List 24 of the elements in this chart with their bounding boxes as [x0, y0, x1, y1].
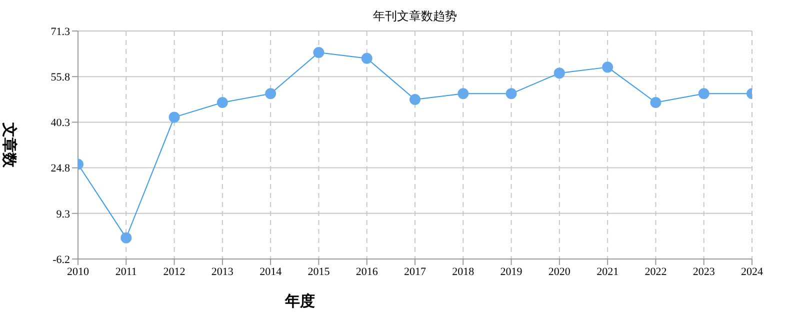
chart-title: 年刊文章数趋势 [372, 8, 458, 25]
y-tick-label: 55.8 [50, 72, 70, 84]
x-tick-label: 2021 [596, 266, 619, 278]
x-tick-label: 2017 [404, 266, 426, 278]
x-tick-label: 2016 [356, 266, 378, 278]
x-tick-label: 2020 [548, 266, 571, 278]
y-tick-label: 40.3 [50, 117, 70, 130]
y-tick-label: 9.3 [56, 208, 70, 220]
x-tick-label: 2010 [67, 266, 90, 278]
x-tick-label: 2014 [260, 266, 282, 278]
y-tick-label: 71.3 [50, 26, 70, 38]
x-tick-label: 2019 [500, 266, 523, 278]
y-tick-label: -6.2 [52, 254, 70, 266]
x-tick-label: 2024 [741, 266, 764, 278]
x-tick-label: 2022 [644, 266, 667, 278]
x-tick-label: 2011 [115, 266, 137, 278]
y-axis-title: 文章数 [0, 122, 19, 168]
x-tick-label: 2015 [308, 266, 330, 278]
x-tick-label: 2023 [692, 266, 716, 278]
x-tick-label: 2012 [163, 266, 186, 278]
y-tick-label: 24.8 [50, 162, 70, 175]
x-axis-title: 年度 [284, 292, 316, 311]
x-tick-label: 2018 [452, 266, 475, 278]
x-tick-label: 2013 [211, 266, 234, 278]
